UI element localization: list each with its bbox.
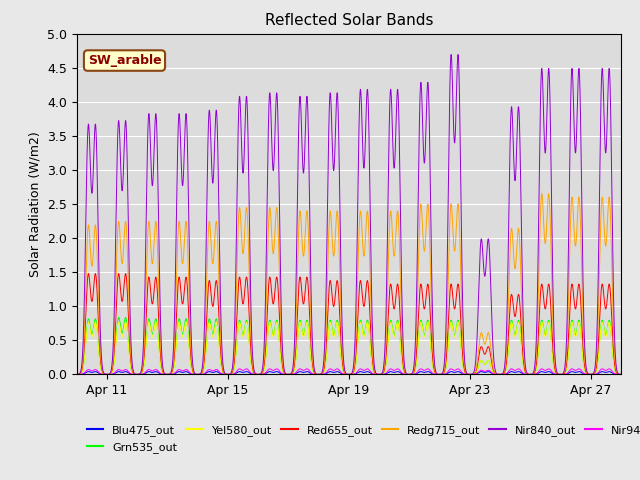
Title: Reflected Solar Bands: Reflected Solar Bands [264,13,433,28]
Text: SW_arable: SW_arable [88,54,161,67]
Y-axis label: Solar Radiation (W/m2): Solar Radiation (W/m2) [29,131,42,277]
Legend: Blu475_out, Grn535_out, Yel580_out, Red655_out, Redg715_out, Nir840_out, Nir945_: Blu475_out, Grn535_out, Yel580_out, Red6… [83,421,640,457]
